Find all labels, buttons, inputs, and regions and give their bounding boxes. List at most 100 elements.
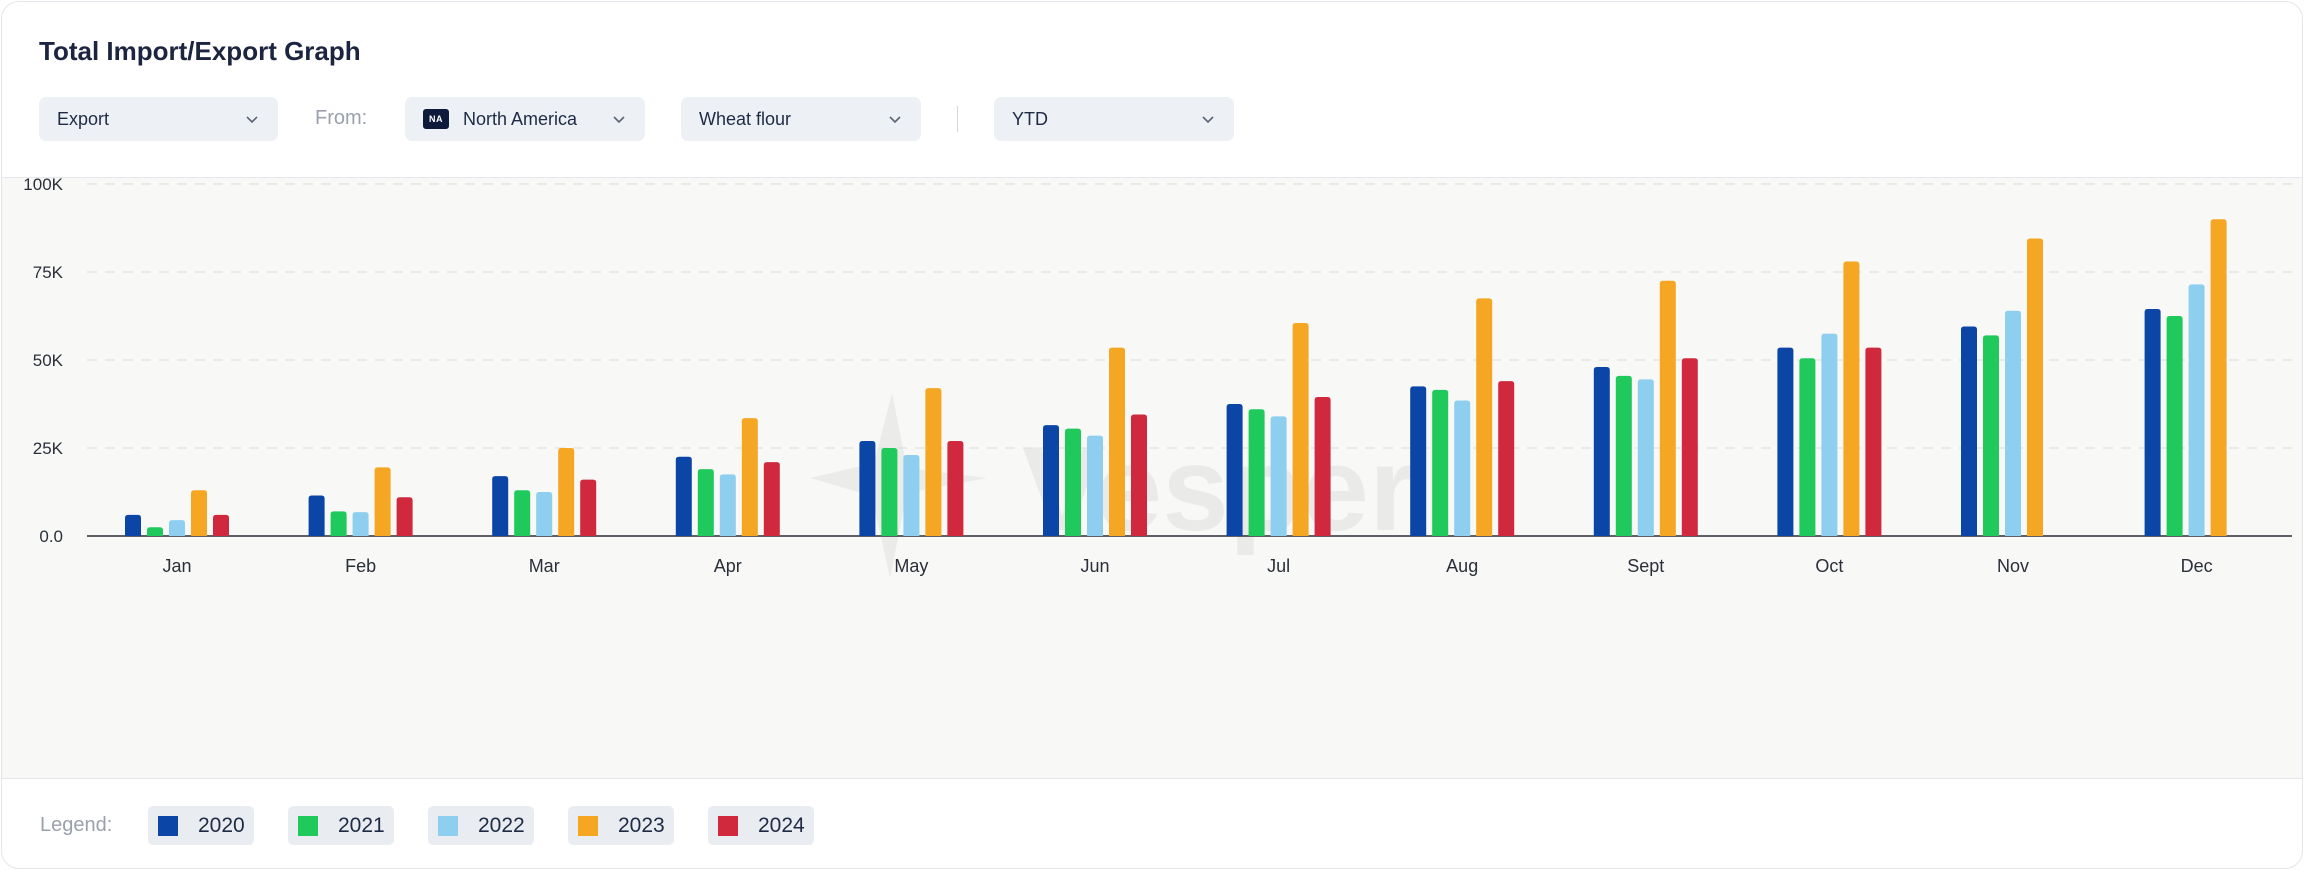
region-select-value: North America [463,108,578,129]
bar-2022-feb[interactable] [352,512,369,536]
bar-2022-jan[interactable] [169,520,185,536]
x-tick-label: Mar [529,556,560,576]
bar-2023-apr[interactable] [741,418,758,536]
bar-2021-nov[interactable] [1983,335,1999,536]
legend-swatch-2021 [298,815,318,836]
region-select[interactable]: NA North America [405,97,645,141]
bar-2020-jun[interactable] [1043,425,1059,536]
bar-2024-aug[interactable] [1498,381,1515,536]
bar-2022-nov[interactable] [2005,310,2021,536]
legend-text-2023: 2023 [618,813,665,837]
bar-2022-apr[interactable] [719,474,736,536]
x-tick-label: Jun [1080,556,1109,576]
from-label: From: [315,107,368,129]
bar-2021-feb[interactable] [330,511,347,536]
bar-2024-sept[interactable] [1681,358,1698,536]
bar-2023-sept[interactable] [1659,280,1676,536]
chevron-down-icon [1202,116,1214,124]
legend-text-2021: 2021 [338,813,385,837]
legend-text-2020: 2020 [198,813,245,837]
bar-2020-nov[interactable] [1961,326,1977,536]
bar-2020-jan[interactable] [125,514,141,536]
bar-2021-apr[interactable] [697,469,714,536]
y-tick-label: 25K [33,439,64,458]
bar-2020-apr[interactable] [675,456,692,536]
flow-select-value: Export [57,108,110,129]
bar-2023-may[interactable] [925,388,942,536]
x-tick-label: Oct [1815,556,1843,576]
bar-2023-oct[interactable] [1843,261,1860,536]
bar-2022-dec[interactable] [2188,284,2205,536]
bar-2020-mar[interactable] [492,476,509,536]
bar-2024-oct[interactable] [1865,347,1882,536]
bar-2024-may[interactable] [947,440,964,536]
bar-2020-dec[interactable] [2144,308,2161,536]
bar-2020-jul[interactable] [1226,404,1243,536]
period-select[interactable]: YTD [994,97,1234,141]
bar-2021-jan[interactable] [147,527,163,536]
bar-2022-jun[interactable] [1087,435,1103,536]
bar-2022-oct[interactable] [1821,333,1838,536]
x-tick-label: Feb [345,556,376,576]
bar-2021-jun[interactable] [1065,428,1081,536]
bar-2023-aug[interactable] [1476,298,1493,536]
bar-2022-aug[interactable] [1454,400,1471,536]
bar-2024-jul[interactable] [1314,396,1331,536]
bar-2021-aug[interactable] [1432,389,1449,536]
product-select[interactable]: Wheat flour [681,97,921,141]
page-title: Total Import/Export Graph [39,36,361,66]
bar-2020-may[interactable] [859,440,876,536]
chevron-down-icon [889,116,901,124]
bar-2022-may[interactable] [903,455,920,536]
legend-swatch-2024 [718,815,738,836]
legend-item-2023[interactable]: 2023 [568,806,674,845]
bar-2024-jun[interactable] [1131,414,1147,536]
bar-2024-feb[interactable] [396,497,413,536]
bar-2023-jan[interactable] [191,490,207,536]
legend-label: Legend: [40,814,113,836]
legend-swatch-2020 [158,815,178,836]
bar-2022-mar[interactable] [536,492,553,536]
bar-chart: Vesper Jan Feb Mar Apr May Jun Jul Aug Sept Oct No… [23,178,2292,578]
product-select-value: Wheat flour [699,108,792,129]
bar-2021-dec[interactable] [2166,316,2183,536]
bar-2020-aug[interactable] [1410,386,1427,536]
bar-2021-oct[interactable] [1799,358,1816,536]
chart-area: Vesper Jan Feb Mar Apr May Jun Jul Aug Sept Oct No… [2,177,2302,779]
bar-2023-feb[interactable] [374,467,391,536]
legend-text-2024: 2024 [758,813,805,837]
legend-item-2022[interactable]: 2022 [428,806,534,845]
legend-item-2024[interactable]: 2024 [708,806,814,845]
bar-2024-mar[interactable] [580,479,597,536]
bar-2020-oct[interactable] [1777,347,1794,536]
legend-swatch-2023 [578,815,598,836]
legend-item-2021[interactable]: 2021 [288,806,394,845]
legend-item-2020[interactable]: 2020 [148,806,254,845]
chevron-down-icon [246,116,258,124]
bar-2022-jul[interactable] [1270,416,1287,536]
y-tick-label: 50K [33,351,64,370]
legend: Legend: 2020 2021 2022 2023 2024 [2,806,2302,846]
filter-divider [957,106,958,132]
bar-2021-jul[interactable] [1248,409,1265,536]
flow-select[interactable]: Export [39,97,278,141]
bar-2023-nov[interactable] [2027,238,2043,536]
legend-swatch-2022 [438,815,458,836]
bar-2022-sept[interactable] [1637,379,1654,536]
x-tick-label: Jul [1267,556,1290,576]
bar-2021-sept[interactable] [1615,375,1632,536]
bar-2024-jan[interactable] [213,514,229,536]
bar-2023-dec[interactable] [2210,219,2227,536]
bar-2023-jun[interactable] [1109,347,1125,536]
bar-2020-feb[interactable] [308,495,325,536]
bar-2021-may[interactable] [881,448,898,536]
bar-2021-mar[interactable] [514,490,531,536]
bar-2024-apr[interactable] [763,462,780,536]
watermark-star-icon [810,393,987,578]
bar-2023-mar[interactable] [558,448,575,536]
bar-2023-jul[interactable] [1292,323,1309,536]
y-tick-label: 0.0 [39,527,63,546]
filter-bar: Export From: NA North America Wheat flou… [2,97,2302,141]
x-tick-label: Nov [1997,556,2029,576]
bar-2020-sept[interactable] [1593,367,1610,536]
